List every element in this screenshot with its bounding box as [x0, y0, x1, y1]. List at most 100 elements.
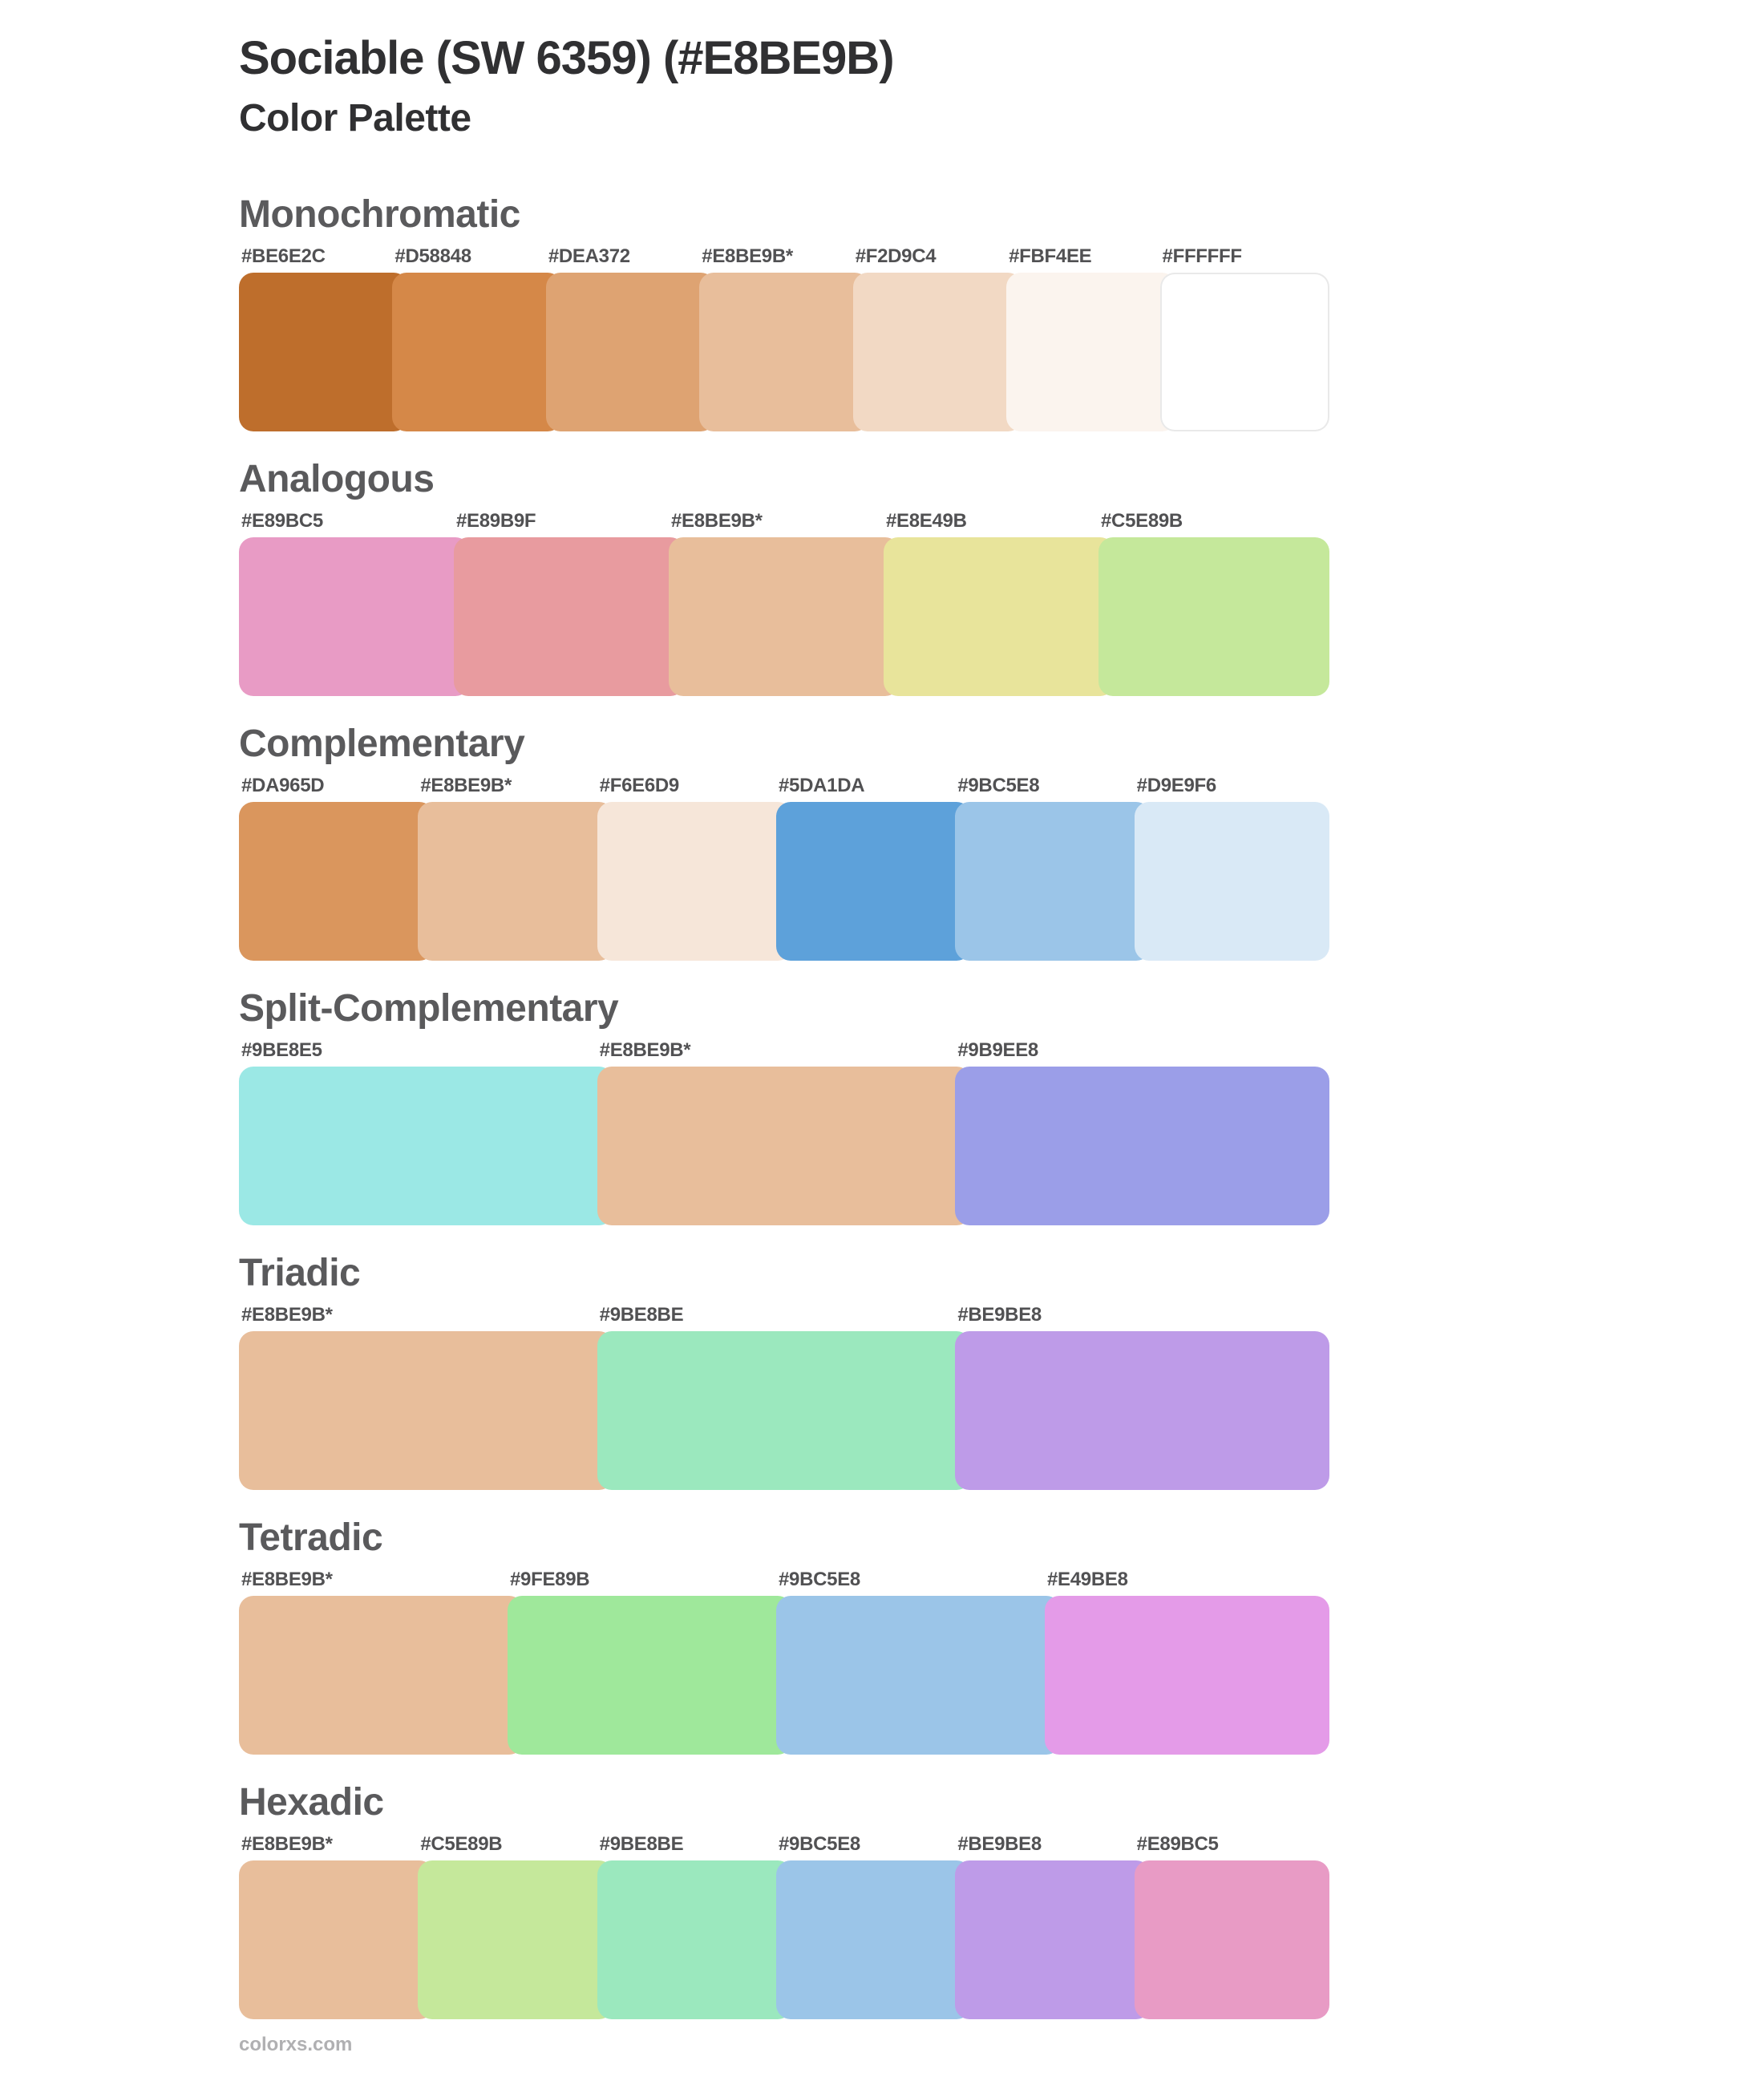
- swatch-hex-label: #BE9BE8: [957, 1833, 1042, 1855]
- swatch-color-block[interactable]: [955, 802, 1151, 961]
- page-title: Sociable (SW 6359) (#E8BE9B): [239, 32, 895, 84]
- swatch-cell: #DA965D: [239, 775, 435, 961]
- swatch-color-block[interactable]: [955, 1067, 1330, 1225]
- swatch-color-block[interactable]: [508, 1596, 792, 1755]
- palette-section: Monochromatic #BE6E2C #D58848 #DEA372 #E…: [239, 194, 1329, 431]
- swatch-hex-label: #FBF4EE: [1009, 245, 1092, 267]
- swatch-cell: #9B9EE8: [955, 1039, 1330, 1225]
- swatch-cell: #E49BE8: [1045, 1569, 1329, 1755]
- palette-section: Tetradic #E8BE9B* #9FE89B #9BC5E8 #E49BE…: [239, 1517, 1329, 1755]
- swatch-color-block[interactable]: [955, 1331, 1330, 1490]
- swatch-color-block[interactable]: [597, 1331, 972, 1490]
- swatch-color-block[interactable]: [669, 537, 900, 696]
- swatch-hex-label: #BE9BE8: [957, 1304, 1042, 1326]
- swatch-hex-label: #E8BE9B*: [702, 245, 793, 267]
- swatch-cell: #FFFFFF: [1159, 245, 1329, 431]
- swatch-cell: #BE9BE8: [955, 1833, 1151, 2019]
- swatch-hex-label: #E89BC5: [241, 510, 323, 532]
- swatch-cell: #BE9BE8: [955, 1304, 1330, 1490]
- swatch-color-block[interactable]: [239, 1596, 524, 1755]
- swatch-hex-label: #E8E49B: [886, 510, 967, 532]
- swatch-hex-label: #C5E89B: [420, 1833, 503, 1855]
- swatch-color-block[interactable]: [1134, 802, 1329, 961]
- swatch-color-block[interactable]: [418, 802, 613, 961]
- swatch-color-block[interactable]: [852, 273, 1023, 431]
- swatch-cell: #C5E89B: [1098, 510, 1329, 696]
- swatch-color-block[interactable]: [239, 802, 435, 961]
- palette-section: Complementary #DA965D #E8BE9B* #F6E6D9 #…: [239, 723, 1329, 961]
- swatch-hex-label: #E8BE9B*: [241, 1304, 333, 1326]
- swatch-cell: #E8BE9B*: [239, 1569, 524, 1755]
- swatch-color-block[interactable]: [1006, 273, 1176, 431]
- swatch-hex-label: #C5E89B: [1101, 510, 1183, 532]
- swatch-color-block[interactable]: [955, 1860, 1151, 2019]
- swatch-color-block[interactable]: [699, 273, 869, 431]
- swatch-cell: #D9E9F6: [1134, 775, 1329, 961]
- swatch-hex-label: #E8BE9B*: [420, 775, 512, 796]
- swatch-color-block[interactable]: [775, 1860, 972, 2019]
- swatch-color-block[interactable]: [239, 1331, 613, 1490]
- swatch-row: #E8BE9B* #C5E89B #9BE8BE #9BC5E8 #BE9BE8…: [239, 1833, 1329, 2019]
- swatch-row: #BE6E2C #D58848 #DEA372 #E8BE9B* #F2D9C4…: [239, 245, 1329, 431]
- swatch-color-block[interactable]: [775, 802, 972, 961]
- swatch-cell: #D58848: [392, 245, 562, 431]
- swatch-hex-label: #9BE8BE: [599, 1304, 684, 1326]
- swatch-hex-label: #F2D9C4: [855, 245, 937, 267]
- swatch-color-block[interactable]: [597, 802, 792, 961]
- swatch-hex-label: #5DA1DA: [778, 775, 865, 796]
- swatch-cell: #E8BE9B*: [239, 1304, 613, 1490]
- swatch-cell: #9BE8E5: [239, 1039, 613, 1225]
- section-title: Monochromatic: [239, 193, 520, 236]
- swatch-row: #DA965D #E8BE9B* #F6E6D9 #5DA1DA #9BC5E8…: [239, 775, 1329, 961]
- swatch-color-block[interactable]: [454, 537, 685, 696]
- swatch-hex-label: #E8BE9B*: [599, 1039, 691, 1061]
- swatch-color-block[interactable]: [1045, 1596, 1329, 1755]
- swatch-hex-label: #E89B9F: [456, 510, 536, 532]
- swatch-color-block[interactable]: [545, 273, 716, 431]
- palette-section: Hexadic #E8BE9B* #C5E89B #9BE8BE #9BC5E8…: [239, 1782, 1329, 2019]
- swatch-cell: #E89B9F: [454, 510, 685, 696]
- swatch-color-block[interactable]: [597, 1860, 792, 2019]
- swatch-hex-label: #DEA372: [548, 245, 630, 267]
- swatch-color-block[interactable]: [239, 537, 470, 696]
- swatch-color-block[interactable]: [597, 1067, 972, 1225]
- swatch-color-block[interactable]: [418, 1860, 613, 2019]
- swatch-hex-label: #E49BE8: [1047, 1569, 1128, 1590]
- swatch-color-block[interactable]: [239, 1067, 613, 1225]
- swatch-cell: #FBF4EE: [1006, 245, 1176, 431]
- swatch-color-block[interactable]: [1159, 273, 1329, 431]
- swatch-cell: #9FE89B: [508, 1569, 792, 1755]
- swatch-hex-label: #D58848: [394, 245, 471, 267]
- swatch-color-block[interactable]: [776, 1596, 1061, 1755]
- swatch-hex-label: #D9E9F6: [1136, 775, 1217, 796]
- swatch-hex-label: #E89BC5: [1136, 1833, 1219, 1855]
- swatch-cell: #E8BE9B*: [418, 775, 613, 961]
- section-title: Split-Complementary: [239, 987, 619, 1030]
- swatch-cell: #E8BE9B*: [597, 1039, 972, 1225]
- swatch-hex-label: #BE6E2C: [241, 245, 326, 267]
- swatch-hex-label: #FFFFFF: [1162, 245, 1243, 267]
- swatch-color-block[interactable]: [1134, 1860, 1329, 2019]
- swatch-color-block[interactable]: [239, 273, 409, 431]
- swatch-cell: #9BE8BE: [597, 1304, 972, 1490]
- swatch-row: #E8BE9B* #9BE8BE #BE9BE8: [239, 1304, 1330, 1490]
- swatch-color-block[interactable]: [884, 537, 1115, 696]
- swatch-cell: #E8BE9B*: [669, 510, 900, 696]
- swatch-cell: #E8BE9B*: [239, 1833, 435, 2019]
- swatch-hex-label: #9BE8BE: [599, 1833, 684, 1855]
- swatch-color-block[interactable]: [239, 1860, 435, 2019]
- swatch-hex-label: #DA965D: [241, 775, 325, 796]
- swatch-cell: #5DA1DA: [775, 775, 972, 961]
- section-title: Hexadic: [239, 1781, 384, 1824]
- swatch-hex-label: #9BE8E5: [241, 1039, 322, 1061]
- swatch-hex-label: #9FE89B: [510, 1569, 590, 1590]
- swatch-hex-label: #E8BE9B*: [241, 1833, 333, 1855]
- swatch-color-block[interactable]: [1098, 537, 1329, 696]
- site-link[interactable]: colorxs.com: [239, 2034, 353, 2055]
- palette-section: Triadic #E8BE9B* #9BE8BE #BE9BE8: [239, 1253, 1330, 1490]
- swatch-row: #E8BE9B* #9FE89B #9BC5E8 #E49BE8: [239, 1569, 1329, 1755]
- section-title: Analogous: [239, 458, 435, 500]
- swatch-cell: #F2D9C4: [852, 245, 1023, 431]
- swatch-hex-label: #9BC5E8: [957, 775, 1040, 796]
- swatch-color-block[interactable]: [392, 273, 562, 431]
